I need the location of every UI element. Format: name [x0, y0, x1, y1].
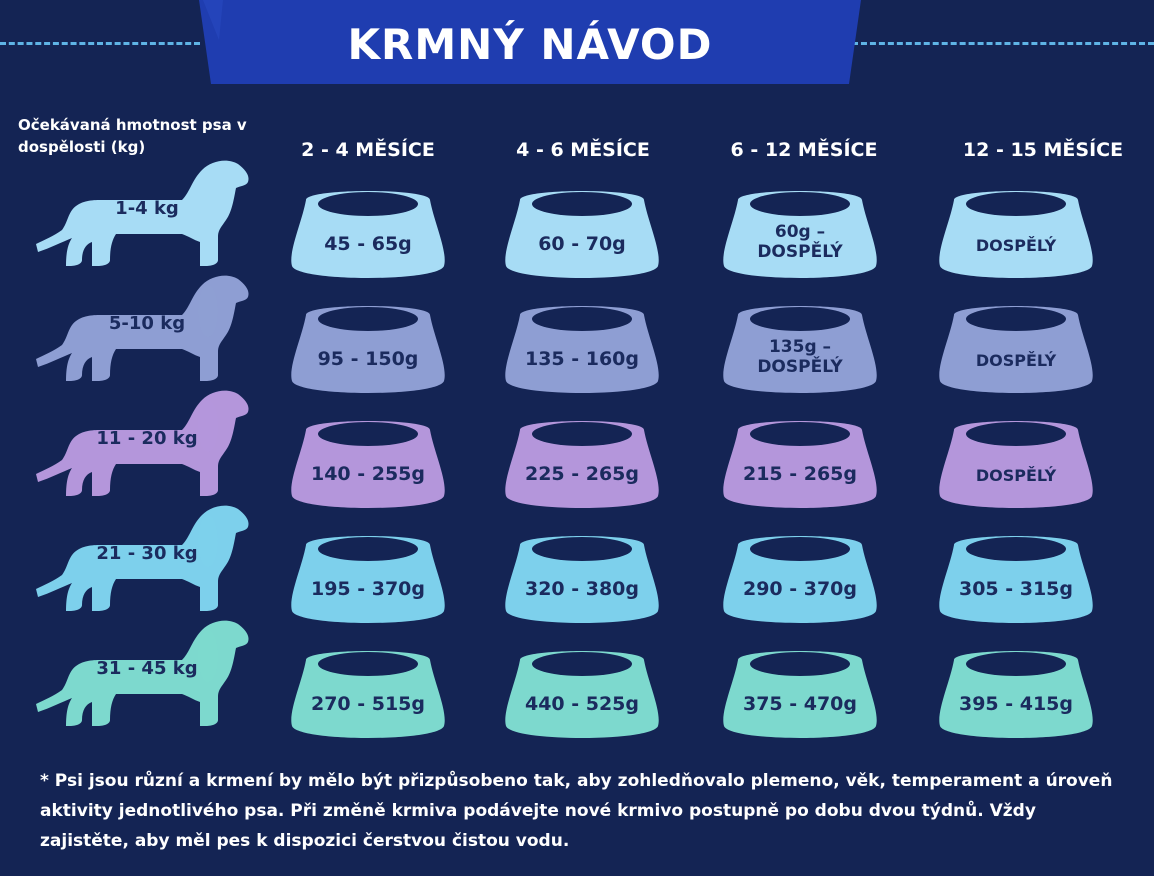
- dog-row-3: 11 - 20 kg: [32, 386, 252, 496]
- bowl-icon: [723, 306, 877, 393]
- dog-silhouette-icon: [36, 505, 249, 611]
- dog-weight-label: 31 - 45 kg: [96, 658, 198, 679]
- portion-label: DOSPĚLÝ: [975, 351, 1057, 370]
- bowl-icon: [505, 306, 659, 393]
- portion-bowl: 135 - 160g: [502, 297, 662, 397]
- dog-weight-label: 21 - 30 kg: [96, 543, 198, 564]
- column-header-12-15: 12 - 15 MĚSÍCE: [962, 139, 1124, 161]
- dog-row-2: 5-10 kg: [32, 271, 252, 381]
- portion-bowl: 290 - 370g: [720, 527, 880, 627]
- portion-label: 95 - 150g: [317, 348, 419, 370]
- portion-bowl: 215 - 265g: [720, 412, 880, 512]
- dashed-line-left: [0, 42, 200, 45]
- column-header-2-4: 2 - 4 MĚSÍCE: [301, 139, 435, 161]
- weight-column-heading: Očekávaná hmotnost psa v dospělosti (kg): [18, 116, 247, 156]
- dog-row-1: 1-4 kg: [32, 156, 252, 266]
- portion-bowl: DOSPĚLÝ: [936, 412, 1096, 512]
- bowl-icon: [291, 421, 445, 508]
- page-title: KRMNÝ NÁVOD: [347, 20, 713, 69]
- portion-label: 320 - 380g: [524, 578, 640, 600]
- portion-label: 375 - 470g: [742, 693, 858, 715]
- bowl-icon: [939, 306, 1093, 393]
- bowl-icon: [723, 421, 877, 508]
- dog-silhouette-icon: [36, 390, 249, 496]
- column-header-6-12: 6 - 12 MĚSÍCE: [730, 139, 878, 161]
- bowl-icon: [939, 651, 1093, 738]
- bowl-icon: [939, 536, 1093, 623]
- dog-row-5: 31 - 45 kg: [32, 616, 252, 726]
- footnote: * Psi jsou různí a krmení by mělo být př…: [40, 771, 1113, 851]
- title-banner: KRMNÝ NÁVOD: [199, 0, 861, 84]
- portion-bowl: 270 - 515g: [288, 642, 448, 742]
- portion-bowl: 320 - 380g: [502, 527, 662, 627]
- portion-label: 215 - 265g: [742, 463, 858, 485]
- portion-label: 60g – DOSPĚLÝ: [757, 222, 843, 262]
- bowl-icon: [505, 191, 659, 278]
- portion-bowl: 140 - 255g: [288, 412, 448, 512]
- portion-label: 290 - 370g: [742, 578, 858, 600]
- portion-bowl: 440 - 525g: [502, 642, 662, 742]
- bowl-icon: [505, 536, 659, 623]
- bowl-icon: [939, 191, 1093, 278]
- dog-weight-label: 11 - 20 kg: [96, 428, 198, 449]
- bowl-icon: [505, 651, 659, 738]
- portion-label: 45 - 65g: [324, 233, 412, 255]
- bowl-icon: [505, 421, 659, 508]
- portion-bowl: DOSPĚLÝ: [936, 297, 1096, 397]
- portion-label: 60 - 70g: [538, 233, 626, 255]
- bowl-icon: [291, 191, 445, 278]
- portion-bowl: 225 - 265g: [502, 412, 662, 512]
- column-header-4-6: 4 - 6 MĚSÍCE: [516, 139, 650, 161]
- portion-label: DOSPĚLÝ: [975, 466, 1057, 485]
- portion-label: 225 - 265g: [524, 463, 640, 485]
- portion-bowl: 305 - 315g: [936, 527, 1096, 627]
- portion-bowl: 195 - 370g: [288, 527, 448, 627]
- portion-label: 440 - 525g: [524, 693, 640, 715]
- bowl-icon: [291, 536, 445, 623]
- portion-bowl: 60g – DOSPĚLÝ: [720, 182, 880, 282]
- dog-silhouette-icon: [36, 275, 249, 381]
- portion-bowl: 45 - 65g: [288, 182, 448, 282]
- dog-row-4: 21 - 30 kg: [32, 501, 252, 611]
- bowl-icon: [291, 306, 445, 393]
- dog-weight-label: 5-10 kg: [108, 313, 186, 334]
- portion-label: 395 - 415g: [958, 693, 1074, 715]
- portion-bowl: DOSPĚLÝ: [936, 182, 1096, 282]
- dog-silhouette-icon: [36, 160, 249, 266]
- bowl-icon: [291, 651, 445, 738]
- dashed-line-right: [852, 42, 1154, 45]
- portion-label: 305 - 315g: [958, 578, 1074, 600]
- portion-label: 140 - 255g: [310, 463, 426, 485]
- bowl-icon: [723, 536, 877, 623]
- portion-bowl: 395 - 415g: [936, 642, 1096, 742]
- dog-silhouette-icon: [36, 620, 249, 726]
- portion-bowl: 95 - 150g: [288, 297, 448, 397]
- portion-bowl: 135g – DOSPĚLÝ: [720, 297, 880, 397]
- portion-label: 135 - 160g: [524, 348, 640, 370]
- dog-weight-label: 1-4 kg: [115, 198, 179, 219]
- portion-bowl: 375 - 470g: [720, 642, 880, 742]
- portion-label: 135g – DOSPĚLÝ: [757, 337, 843, 377]
- portion-label: DOSPĚLÝ: [975, 236, 1057, 255]
- bowl-icon: [723, 191, 877, 278]
- portion-label: 195 - 370g: [310, 578, 426, 600]
- portion-bowl: 60 - 70g: [502, 182, 662, 282]
- bowl-icon: [939, 421, 1093, 508]
- bowl-icon: [723, 651, 877, 738]
- portion-label: 270 - 515g: [310, 693, 426, 715]
- banner-ribbon-shape: [199, 0, 861, 84]
